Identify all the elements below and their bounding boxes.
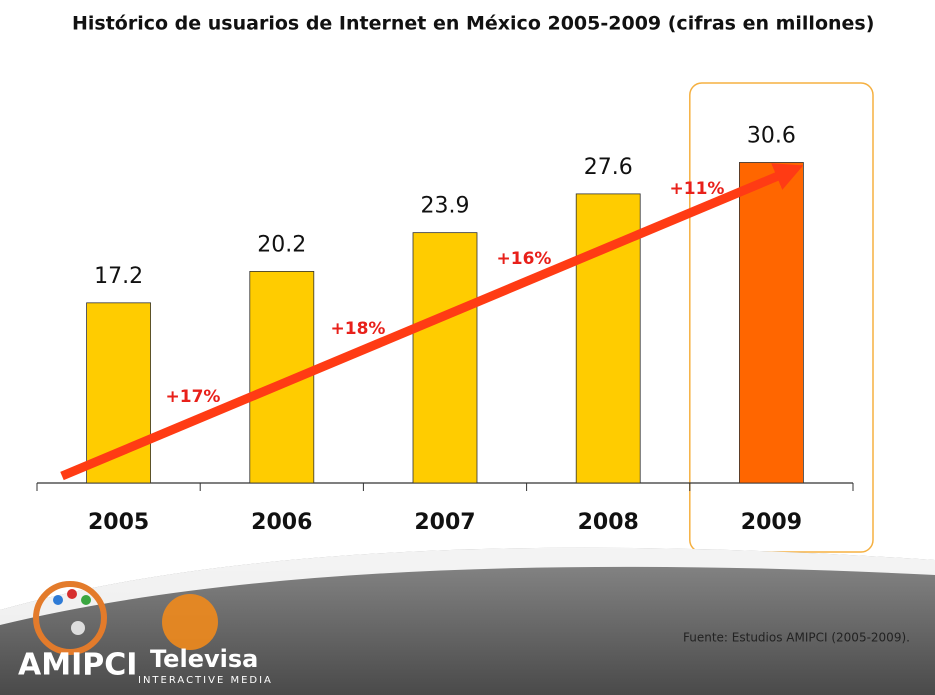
footer-swoosh [0, 547, 935, 625]
growth-label: +18% [331, 319, 386, 339]
logo-dot [53, 595, 63, 605]
logo-amipci: AMIPCI [18, 648, 137, 683]
x-tick-label: 2008 [578, 510, 639, 535]
logo-ring [33, 581, 107, 655]
growth-label: +16% [497, 249, 552, 269]
logo-sub: INTERACTIVE MEDIA [138, 675, 273, 686]
x-tick-label: 2006 [251, 510, 312, 535]
value-label: 23.9 [421, 194, 470, 219]
source: Fuente: Estudios AMIPCI (2005-2009). [683, 631, 910, 645]
plot: 17.2 2005 20.2 2006 23.9 2007 27.6 2008 30.6 2009… [36, 82, 874, 553]
value-label: 30.6 [747, 123, 796, 148]
bar [412, 232, 478, 484]
logo-dot [67, 589, 77, 599]
growth-label: +17% [166, 387, 221, 407]
value-label: 17.2 [94, 264, 143, 289]
x-tick-label: 2007 [414, 510, 475, 535]
value-label: 27.6 [584, 155, 633, 180]
x-tick-label: 2009 [741, 510, 802, 535]
logo-sphere [162, 594, 218, 650]
chart-title: Histórico de usuarios de Internet en Méx… [72, 13, 874, 35]
logo-dot [71, 621, 85, 635]
footer-band [0, 547, 935, 695]
value-label: 20.2 [257, 232, 306, 257]
bar [739, 162, 804, 484]
growth-label: +11% [670, 179, 725, 199]
trend-arrow [60, 163, 804, 481]
x-tick-label: 2005 [88, 510, 149, 535]
logo-dot [81, 595, 91, 605]
logo-televisa: Televisa [150, 645, 258, 673]
